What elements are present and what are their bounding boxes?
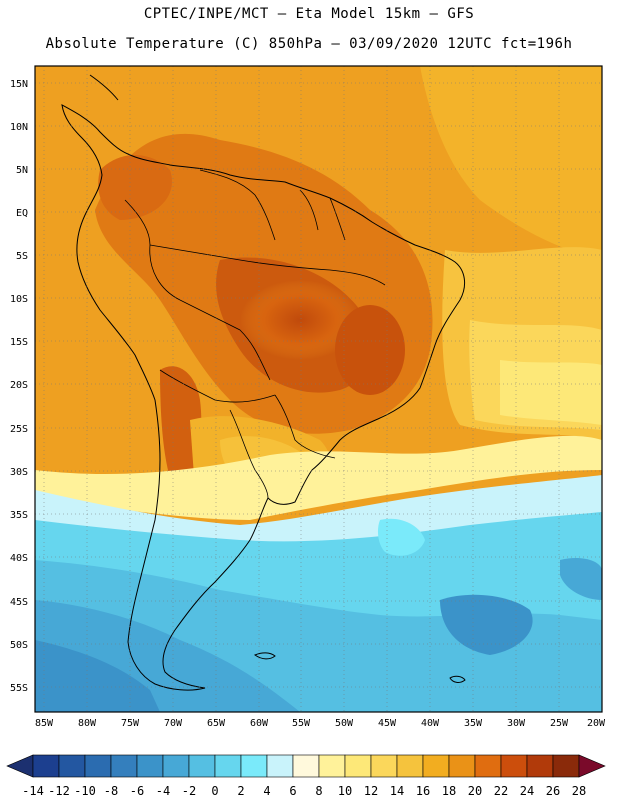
colorbar-swatch xyxy=(422,754,450,778)
colorbar-label: 6 xyxy=(289,784,296,798)
lon-label: 45W xyxy=(378,718,397,729)
colorbar-swatch xyxy=(370,754,398,778)
colorbar-label: -2 xyxy=(182,784,196,798)
colorbar-swatch xyxy=(474,754,502,778)
colorbar-swatch xyxy=(552,754,580,778)
colorbar-label: 22 xyxy=(494,784,508,798)
lat-label: 5S xyxy=(16,251,28,262)
lon-label: 65W xyxy=(207,718,226,729)
colorbar-swatch xyxy=(188,754,216,778)
lat-label: 45S xyxy=(10,597,28,608)
lon-label: 60W xyxy=(250,718,269,729)
lon-label: 55W xyxy=(292,718,311,729)
colorbar-label: 12 xyxy=(364,784,378,798)
colorbar-label: 10 xyxy=(338,784,352,798)
colorbar-label: 0 xyxy=(211,784,218,798)
lon-label: 40W xyxy=(421,718,440,729)
colorbar-label: -10 xyxy=(74,784,96,798)
colorbar-high-arrow xyxy=(578,754,606,778)
colorbar-swatch xyxy=(292,754,320,778)
lat-label: 10N xyxy=(10,122,28,133)
lat-label: 30S xyxy=(10,467,28,478)
chart-title-line2: Absolute Temperature (C) 850hPa – 03/09/… xyxy=(45,36,573,52)
colorbar-swatch xyxy=(396,754,424,778)
colorbar-swatch xyxy=(240,754,268,778)
colorbar-label: -14 xyxy=(22,784,44,798)
lat-label: 35S xyxy=(10,510,28,521)
colorbar-swatch xyxy=(448,754,476,778)
lat-label: 5N xyxy=(16,165,28,176)
lon-label: 85W xyxy=(35,718,54,729)
colorbar-label: 28 xyxy=(572,784,586,798)
lon-label: 35W xyxy=(464,718,483,729)
colorbar-label: 2 xyxy=(237,784,244,798)
lon-label: 75W xyxy=(121,718,140,729)
lon-label: 30W xyxy=(507,718,526,729)
temperature-field xyxy=(35,66,602,712)
colorbar-label: -4 xyxy=(156,784,170,798)
colorbar-swatch xyxy=(136,754,164,778)
latitude-axis: 15N 10N 5N EQ 5S 10S 15S 20S 25S 30S 35S… xyxy=(10,79,28,694)
lat-label: 25S xyxy=(10,424,28,435)
lon-label: 25W xyxy=(550,718,569,729)
lat-label: 15N xyxy=(10,79,28,90)
colorbar-label: 18 xyxy=(442,784,456,798)
lat-label: 15S xyxy=(10,337,28,348)
colorbar-swatch xyxy=(110,754,138,778)
colorbar xyxy=(6,754,606,778)
lat-label: 40S xyxy=(10,553,28,564)
colorbar-label: -8 xyxy=(104,784,118,798)
lat-label: 50S xyxy=(10,640,28,651)
colorbar-label: -6 xyxy=(130,784,144,798)
colorbar-swatch xyxy=(344,754,372,778)
colorbar-labels: -14 -12 -10 -8 -6 -4 -2 0 2 4 6 8 10 12 … xyxy=(22,784,586,798)
map-frame xyxy=(34,65,603,713)
colorbar-swatch xyxy=(500,754,528,778)
chart-title-line1: CPTEC/INPE/MCT – Eta Model 15km – GFS xyxy=(143,6,475,22)
lon-label: 50W xyxy=(335,718,354,729)
colorbar-swatch xyxy=(318,754,346,778)
colorbar-swatch xyxy=(32,754,60,778)
lon-label: 80W xyxy=(78,718,97,729)
colorbar-swatch xyxy=(58,754,86,778)
coastline xyxy=(61,74,466,691)
lon-label: 20W xyxy=(587,718,606,729)
lon-label: 70W xyxy=(164,718,183,729)
lat-label: 10S xyxy=(10,294,28,305)
colorbar-swatch xyxy=(214,754,242,778)
lat-label: 20S xyxy=(10,380,28,391)
colorbar-label: 26 xyxy=(546,784,560,798)
colorbar-label: 16 xyxy=(416,784,430,798)
colorbar-label: 4 xyxy=(263,784,270,798)
colorbar-swatch xyxy=(526,754,554,778)
graticule xyxy=(35,66,602,712)
colorbar-swatch xyxy=(84,754,112,778)
lat-label: EQ xyxy=(16,208,28,219)
colorbar-label: 8 xyxy=(315,784,322,798)
lat-label: 55S xyxy=(10,683,28,694)
colorbar-label: 24 xyxy=(520,784,534,798)
colorbar-swatch xyxy=(162,754,190,778)
colorbar-low-arrow xyxy=(6,754,34,778)
colorbar-label: 20 xyxy=(468,784,482,798)
country-borders xyxy=(124,169,386,499)
longitude-axis: 85W 80W 75W 70W 65W 60W 55W 50W 45W 40W … xyxy=(35,718,606,729)
colorbar-swatch xyxy=(266,754,294,778)
colorbar-label: 14 xyxy=(390,784,404,798)
colorbar-label: -12 xyxy=(48,784,70,798)
